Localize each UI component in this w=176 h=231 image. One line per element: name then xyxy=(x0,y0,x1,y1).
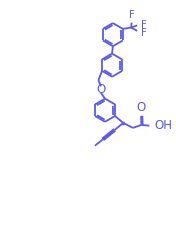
Text: F: F xyxy=(141,27,147,37)
Text: F: F xyxy=(129,10,135,20)
Text: F: F xyxy=(141,20,147,30)
Text: O: O xyxy=(136,101,146,114)
Text: OH: OH xyxy=(154,119,172,132)
Text: O: O xyxy=(96,83,106,96)
